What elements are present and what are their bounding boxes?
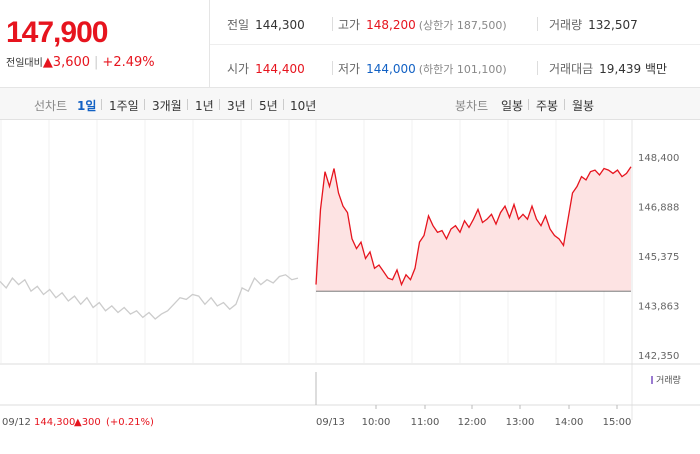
- prev-day-percent: (+0.21%): [106, 417, 154, 428]
- quote-grid: 전일 144,300 고가 148,200 (상한가 187,500) 거래량 132,…: [210, 0, 700, 88]
- low-label: 저가: [338, 62, 361, 76]
- period-tabs: 선차트 1일 1주일 3개월 1년 3년 5년 10년 봉차트 일봉 주봉 월봉: [0, 88, 700, 120]
- volume-cell: 거래량 132,507: [549, 16, 638, 33]
- high-cell: 고가 148,200 (상한가 187,500): [338, 16, 507, 33]
- divider: [537, 61, 538, 75]
- volume-label: 거래량: [549, 18, 583, 32]
- y-tick-label: 146,888: [638, 202, 679, 213]
- tab-separator: [144, 99, 145, 110]
- tab-weekly[interactable]: 주봉: [536, 99, 559, 113]
- prev-close-cell: 전일 144,300: [227, 16, 305, 33]
- prev-close-value: 144,300: [255, 18, 305, 32]
- volume-legend-label: 거래량: [656, 374, 681, 386]
- lower-limit: (하한가 101,100): [418, 63, 507, 76]
- open-label: 시가: [227, 62, 250, 76]
- price-box: 147,900 전일대비▲3,600 | +2.49%: [0, 0, 210, 88]
- tab-1y[interactable]: 1년: [195, 99, 214, 113]
- tab-separator: [564, 99, 565, 110]
- tab-10y[interactable]: 10년: [290, 99, 317, 113]
- turnover-value: 19,439 백만: [599, 62, 668, 76]
- price-chart-svg: 148,400 146,888 145,375 143,863 142,350 거래량 09…: [0, 120, 700, 428]
- change-percent: +2.49%: [102, 55, 155, 70]
- volume-value: 132,507: [588, 18, 638, 32]
- candle-chart-label: 봉차트: [455, 99, 489, 113]
- low-value: 144,000: [366, 62, 416, 76]
- tab-separator: [283, 99, 284, 110]
- line-chart-label: 선차트: [34, 99, 68, 113]
- open-value: 144,400: [255, 62, 305, 76]
- price-area-fill: [316, 166, 631, 292]
- tab-1d[interactable]: 1일: [77, 99, 97, 113]
- x-tick-label: 11:00: [411, 417, 440, 428]
- tab-3y[interactable]: 3년: [227, 99, 246, 113]
- y-tick-label: 148,400: [638, 153, 679, 164]
- tab-5y[interactable]: 5년: [259, 99, 278, 113]
- change-row: 전일대비▲3,600 | +2.49%: [6, 54, 155, 70]
- prev-day-close: 144,300: [34, 417, 75, 428]
- change-separator: |: [94, 55, 99, 70]
- tab-separator: [101, 99, 102, 110]
- prev-close-label: 전일: [227, 18, 250, 32]
- change-label: 전일대비: [6, 58, 43, 69]
- tab-3m[interactable]: 3개월: [152, 99, 182, 113]
- x-tick-label: 13:00: [506, 417, 535, 428]
- volume-legend-swatch: [651, 376, 653, 384]
- y-tick-label: 142,350: [638, 351, 679, 362]
- high-label: 고가: [338, 18, 361, 32]
- tab-separator: [251, 99, 252, 110]
- tab-separator: [219, 99, 220, 110]
- tab-separator: [187, 99, 188, 110]
- low-cell: 저가 144,000 (하한가 101,100): [338, 60, 507, 77]
- prev-day-line: [0, 274, 299, 320]
- turnover-cell: 거래대금 19,439 백만: [549, 60, 667, 77]
- day-date: 09/13: [316, 417, 345, 428]
- summary-panel: 147,900 전일대비▲3,600 | +2.49% 전일 144,300 고가 14…: [0, 0, 700, 88]
- price-line: [315, 166, 632, 287]
- tab-monthly[interactable]: 월봉: [572, 99, 595, 113]
- x-tick-label: 10:00: [362, 417, 391, 428]
- y-tick-label: 145,375: [638, 252, 679, 263]
- tab-1w[interactable]: 1주일: [109, 99, 139, 113]
- current-price: 147,900: [6, 16, 108, 49]
- y-tick-label: 143,863: [638, 301, 679, 312]
- turnover-label: 거래대금: [549, 62, 594, 76]
- prev-day-date: 09/12: [2, 417, 31, 428]
- x-tick-label: 15:00: [603, 417, 632, 428]
- high-value: 148,200: [366, 18, 416, 32]
- x-tick-label: 12:00: [458, 417, 487, 428]
- divider: [537, 17, 538, 31]
- divider: [332, 17, 333, 31]
- price-chart: 148,400 146,888 145,375 143,863 142,350 거래량 09…: [0, 120, 700, 450]
- divider: [332, 61, 333, 75]
- x-tick-label: 14:00: [555, 417, 584, 428]
- tab-daily[interactable]: 일봉: [501, 99, 524, 113]
- prev-day-change: ▲300: [74, 417, 101, 428]
- change-amount: ▲3,600: [42, 55, 91, 70]
- upper-limit: (상한가 187,500): [418, 19, 507, 32]
- open-cell: 시가 144,400: [227, 60, 305, 77]
- tab-separator: [528, 99, 529, 110]
- grid-divider: [210, 44, 700, 45]
